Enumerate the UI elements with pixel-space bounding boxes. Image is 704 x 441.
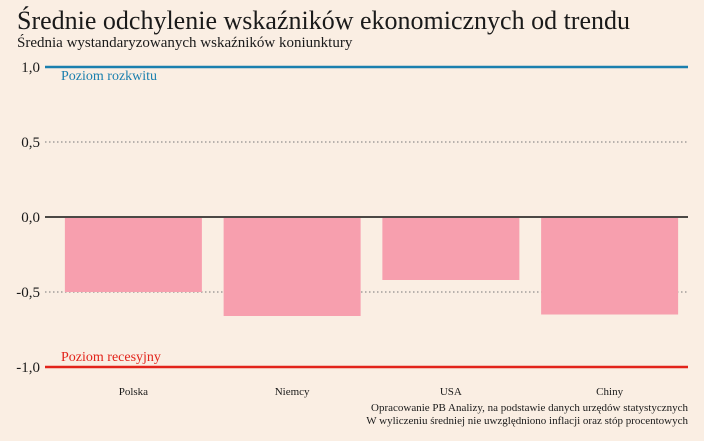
chart-title: Średnie odchylenie wskaźników ekonomiczn… [17, 6, 630, 35]
category-label: USA [440, 386, 462, 398]
bar [541, 218, 679, 315]
method-note: W wyliczeniu średniej nie uwzględniono i… [366, 415, 688, 427]
y-tick-label: 0,5 [21, 135, 40, 151]
reference-line-label: Poziom rozkwitu [61, 69, 157, 84]
y-tick-label: -0,5 [16, 285, 40, 301]
chart-subtitle: Średnia wystandaryzowanych wskaźników ko… [17, 35, 353, 51]
bars [64, 218, 679, 316]
source-note: Opracowanie PB Analizy, na podstawie dan… [371, 402, 688, 414]
category-label: Polska [119, 386, 148, 398]
bar [64, 218, 202, 292]
y-tick-label: -1,0 [16, 360, 40, 376]
bar [223, 218, 361, 316]
bar [382, 218, 520, 280]
category-labels: Polska Niemcy USA Chiny [119, 386, 624, 398]
reference-line-label: Poziom recesyjny [61, 350, 161, 365]
y-axis-ticks: 1,0 0,5 0,0 -0,5 -1,0 [16, 60, 40, 376]
y-tick-label: 0,0 [21, 210, 40, 226]
reference-lines: Poziom rozkwitu Poziom recesyjny [45, 65, 688, 369]
gridlines [45, 141, 688, 293]
category-label: Chiny [596, 386, 623, 398]
category-label: Niemcy [275, 386, 310, 398]
y-tick-label: 1,0 [21, 60, 40, 76]
